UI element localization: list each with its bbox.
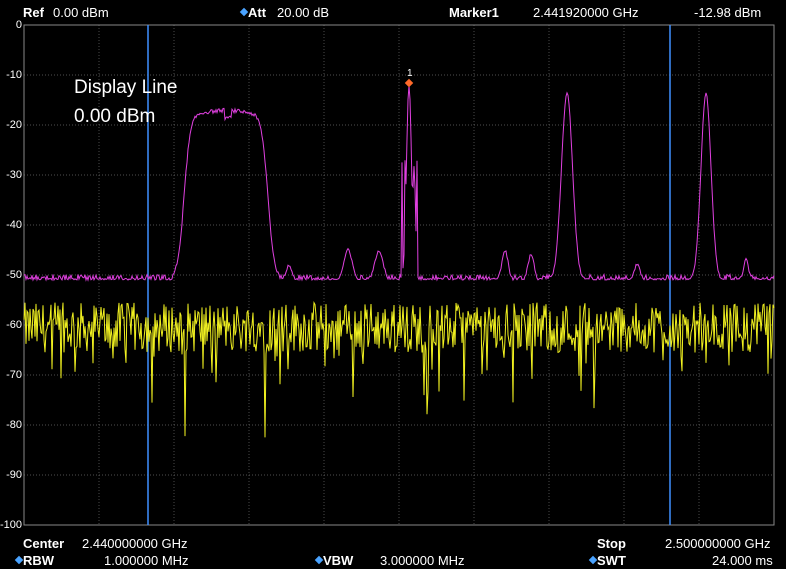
marker-level: -12.98 dBm	[694, 5, 762, 20]
y-axis-label: -90	[6, 469, 22, 481]
stop-value[interactable]: 2.500000000 GHz	[665, 536, 771, 551]
y-axis-label: -40	[6, 219, 22, 231]
plot-border	[23, 24, 775, 526]
y-axis-label: -70	[6, 369, 22, 381]
ref-label: Ref	[23, 5, 44, 20]
y-axis-label: -60	[6, 319, 22, 331]
y-axis-label: 0	[15, 19, 22, 31]
stop-label: Stop	[597, 536, 626, 551]
marker-frequency[interactable]: 2.441920000 GHz	[533, 5, 639, 20]
att-value[interactable]: 20.00 dB	[277, 5, 330, 20]
marker-1-icon[interactable]	[404, 78, 414, 88]
marker-label: Marker1	[449, 5, 499, 20]
att-label: Att	[248, 5, 267, 20]
ref-value[interactable]: 0.00 dBm	[53, 5, 109, 20]
y-axis-label: -100	[0, 519, 23, 531]
y-axis-label: -50	[6, 269, 22, 281]
display-line-title: Display Line	[74, 77, 178, 98]
status-header	[0, 0, 786, 24]
center-value[interactable]: 2.440000000 GHz	[82, 536, 188, 551]
y-axis-label: -30	[6, 169, 22, 181]
rbw-label: RBW	[23, 553, 55, 568]
y-axis-label: -10	[6, 69, 22, 81]
rbw-value[interactable]: 1.000000 MHz	[104, 553, 189, 568]
display-line-value: 0.00 dBm	[74, 106, 156, 127]
vbw-label: VBW	[323, 553, 354, 568]
grid	[23, 24, 775, 526]
center-label: Center	[23, 536, 65, 551]
trace-magenta	[23, 85, 775, 282]
swt-label: SWT	[597, 553, 626, 568]
trace-yellow	[23, 300, 775, 438]
y-axis-label: -80	[6, 419, 22, 431]
vbw-value[interactable]: 3.000000 MHz	[380, 553, 465, 568]
y-axis-label: -20	[6, 119, 22, 131]
swt-value[interactable]: 24.000 ms	[712, 553, 773, 568]
marker-1-number: 1	[407, 68, 413, 79]
